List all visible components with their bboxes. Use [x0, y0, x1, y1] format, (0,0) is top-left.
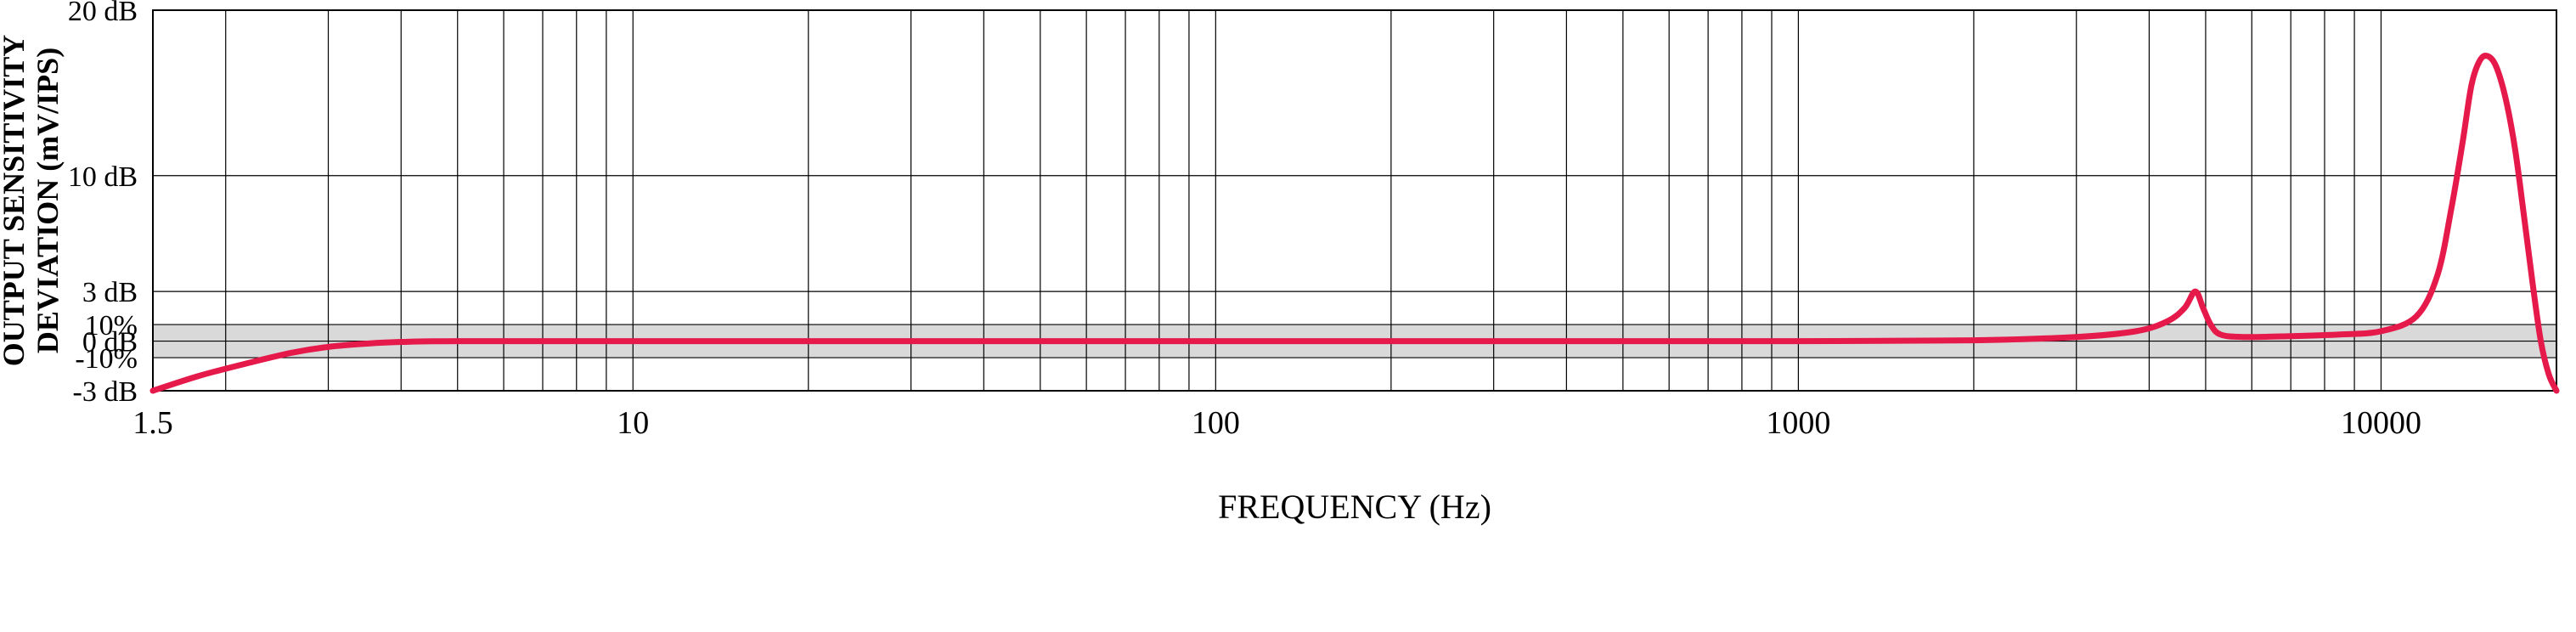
y-tick-label: 10 dB [68, 161, 138, 193]
x-axis-title: FREQUENCY (Hz) [1218, 488, 1491, 526]
chart-svg: 20 dB10 dB3 dB10%0 dB-10%-3 dB1.51010010… [0, 0, 2576, 632]
y-tick-label: 3 dB [82, 277, 138, 308]
y-axis-title-line2: DEVIATION (mV/IPS) [31, 48, 65, 353]
x-tick-label: 1.5 [132, 405, 173, 441]
frequency-response-chart: 20 dB10 dB3 dB10%0 dB-10%-3 dB1.51010010… [0, 0, 2576, 632]
x-tick-label: 10000 [2341, 405, 2421, 441]
y-axis-title-line1: OUTPUT SENSITIVITY [0, 35, 31, 366]
y-tick-label: -10% [75, 343, 138, 375]
x-tick-label: 100 [1192, 405, 1240, 441]
y-tick-label: -3 dB [73, 376, 138, 408]
y-tick-label: 20 dB [68, 0, 138, 27]
x-tick-label: 10 [617, 405, 649, 441]
x-tick-label: 1000 [1766, 405, 1830, 441]
